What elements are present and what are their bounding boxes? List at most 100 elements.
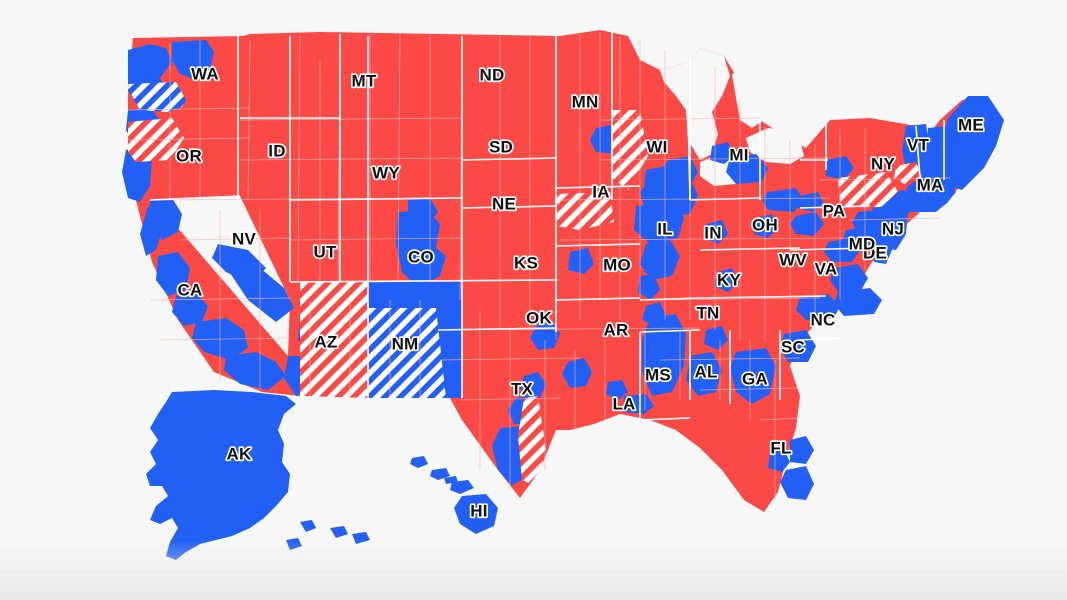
- district-ca-coastal-strip: [172, 292, 208, 326]
- district-va-richmond: [830, 264, 868, 292]
- district-fl-tampa: [768, 450, 790, 472]
- district-tx-austin: [520, 372, 546, 400]
- hatched-districts: [128, 82, 922, 486]
- state-label-wv: WV: [779, 250, 807, 269]
- state-label-ms: MS: [645, 365, 671, 384]
- state-label-nd: ND: [480, 65, 505, 84]
- district-tx-houston: [562, 358, 592, 388]
- state-label-md: MD: [849, 234, 876, 253]
- district-co-boulder: [408, 198, 438, 224]
- district-la-baton: [606, 380, 628, 400]
- district-fl-miami: [780, 466, 814, 500]
- district-ca-central: [156, 252, 190, 296]
- state-label-tn: TN: [696, 303, 719, 322]
- state-label-ia: IA: [592, 182, 609, 201]
- district-nv-north: [212, 244, 266, 284]
- district-wa-seattle: [172, 40, 214, 80]
- district-nc-charlotte: [796, 294, 840, 320]
- district-tn-memphis: [642, 302, 666, 326]
- state-label-wa: WA: [191, 64, 219, 83]
- state-label-ak: AK: [227, 444, 252, 463]
- state-label-ar: AR: [604, 320, 629, 339]
- state-label-mn: MN: [572, 92, 599, 111]
- state-label-la: LA: [612, 394, 635, 413]
- district-oh-columbus: [754, 214, 778, 238]
- alaska-aleutians: [286, 520, 370, 550]
- state-label-ga: GA: [742, 369, 768, 388]
- state-label-de: DE: [863, 243, 887, 262]
- hatch-district-or-coast: [128, 118, 184, 162]
- state-label-wy: WY: [372, 163, 400, 182]
- state-label-ny: NY: [871, 154, 895, 173]
- alaska-landmass: [146, 390, 296, 560]
- state-label-sc: SC: [781, 337, 805, 356]
- state-label-mo: MO: [603, 255, 631, 274]
- state-label-az: AZ: [314, 332, 337, 351]
- hatch-district-ny: [838, 172, 898, 208]
- state-label-mt: MT: [352, 71, 377, 90]
- state-label-ok: OK: [526, 308, 552, 327]
- district-mo-stlouis: [644, 254, 668, 278]
- state-label-nv: NV: [232, 229, 256, 248]
- district-mi-detroit: [726, 154, 768, 184]
- state-label-or: OR: [176, 146, 202, 165]
- state-label-mi: MI: [729, 145, 748, 164]
- continental-landmass: [128, 30, 1004, 512]
- hawaii-molokai: [444, 476, 458, 484]
- state-label-sd: SD: [489, 137, 513, 156]
- district-pa-philly: [852, 210, 886, 236]
- state-label-hi: HI: [470, 501, 487, 520]
- district-oh-cleveland: [762, 188, 804, 212]
- hatch-district-nm: [368, 308, 446, 398]
- state-label-nj: NJ: [882, 219, 904, 238]
- state-label-oh: OH: [752, 215, 778, 234]
- alaska-inset[interactable]: [146, 390, 370, 560]
- district-pa-pittsburgh: [790, 212, 824, 236]
- district-ca-north-coast: [140, 204, 164, 256]
- state-label-id: ID: [268, 141, 285, 160]
- hatch-district-tx-border: [518, 396, 546, 486]
- state-label-wi: WI: [646, 137, 667, 156]
- hawaii-bigisland: [454, 494, 498, 534]
- hatch-district-az: [300, 282, 368, 398]
- district-al-birmingham: [686, 352, 722, 396]
- district-ca-sd: [224, 352, 286, 390]
- state-label-nc: NC: [811, 310, 836, 329]
- district-sc-charleston: [780, 330, 816, 362]
- hatch-district-ia: [556, 192, 614, 230]
- state-label-layer: WA OR ID MT WY ND SD NE MN IA WI MI IL IN OH MO KS NV UT CO…: [174, 63, 985, 522]
- state-label-ks: KS: [514, 253, 538, 272]
- state-border-mesh: [149, 32, 945, 421]
- hawaii-kauai: [410, 456, 428, 468]
- state-label-ut: UT: [313, 242, 336, 261]
- state-label-ky: KY: [717, 270, 741, 289]
- hawaii-inset[interactable]: [410, 456, 498, 534]
- state-label-co: CO: [408, 247, 434, 266]
- hawaii-maui: [450, 480, 474, 494]
- district-ms-delta: [642, 314, 686, 396]
- district-in-indy: [704, 220, 728, 244]
- state-label-vt: VT: [907, 135, 930, 154]
- district-ky-louisville: [714, 268, 738, 292]
- state-label-al: AL: [694, 362, 717, 381]
- district-il-suburbs: [634, 202, 684, 244]
- state-label-nm: NM: [392, 334, 419, 353]
- state-label-ne: NE: [492, 194, 516, 213]
- state-label-pa: PA: [823, 201, 846, 220]
- district-nc-research: [834, 288, 882, 316]
- state-label-in: IN: [704, 223, 721, 242]
- state-label-il: IL: [657, 219, 673, 238]
- hatch-district-ma-small: [894, 162, 922, 186]
- state-label-ma: MA: [917, 175, 944, 194]
- district-la-orleans: [624, 394, 654, 414]
- district-co-denver: [396, 210, 446, 288]
- hawaii-oahu: [430, 468, 450, 480]
- state-label-tx: TX: [511, 379, 534, 398]
- democrat-districts: [122, 40, 1004, 500]
- state-label-fl: FL: [770, 438, 791, 457]
- district-mo-kc: [568, 248, 594, 274]
- state-label-va: VA: [815, 259, 838, 278]
- district-mi-lansing: [710, 142, 734, 164]
- district-me-statewide: [942, 96, 1004, 190]
